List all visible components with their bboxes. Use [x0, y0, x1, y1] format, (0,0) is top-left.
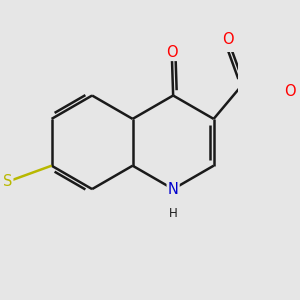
Text: O: O	[166, 45, 178, 60]
Text: S: S	[3, 174, 12, 189]
Text: N: N	[168, 182, 178, 196]
Text: O: O	[284, 84, 296, 99]
Text: O: O	[222, 32, 234, 46]
Text: H: H	[169, 207, 178, 220]
